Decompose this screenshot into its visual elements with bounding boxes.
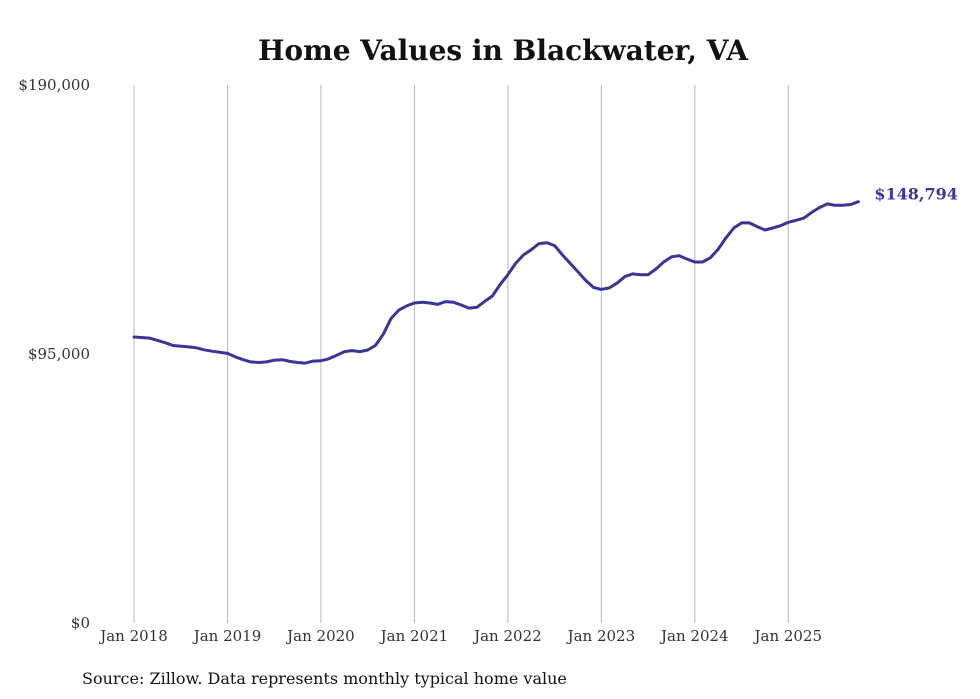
x-tick-label: Jan 2025 (753, 627, 823, 645)
x-tick-label: Jan 2023 (566, 627, 636, 645)
x-tick-label: Jan 2022 (472, 627, 542, 645)
x-axis-ticks: Jan 2018 Jan 2019 Jan 2020 Jan 2021 Jan 2022… (98, 627, 822, 645)
chart-title: Home Values in Blackwater, VA (258, 34, 749, 67)
y-axis-ticks: $0 $95,000 $190,000 (18, 76, 90, 632)
source-note: Source: Zillow. Data represents monthly … (82, 669, 567, 688)
x-tick-label: Jan 2024 (659, 627, 729, 645)
y-tick-label: $190,000 (18, 76, 90, 94)
y-tick-label: $95,000 (28, 345, 90, 363)
x-tick-label: Jan 2019 (192, 627, 262, 645)
x-tick-label: Jan 2021 (379, 627, 449, 645)
y-tick-label: $0 (71, 614, 90, 632)
x-tick-label: Jan 2020 (285, 627, 355, 645)
series-layer (132, 200, 860, 365)
x-tick-label: Jan 2018 (98, 627, 168, 645)
end-value-label: $148,794 (874, 185, 958, 204)
gridlines (133, 85, 789, 623)
series-line-0 (132, 200, 860, 365)
